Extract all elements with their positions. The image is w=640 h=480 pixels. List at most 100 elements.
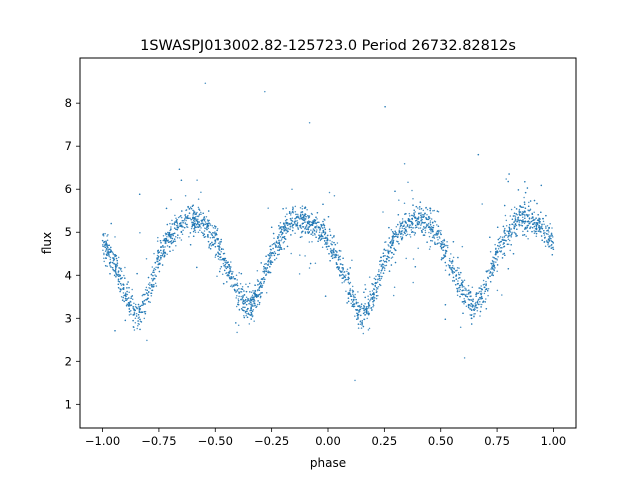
data-point xyxy=(457,271,460,274)
data-point xyxy=(117,280,120,282)
data-point xyxy=(359,321,362,323)
data-point xyxy=(414,232,417,234)
data-point xyxy=(272,252,274,255)
data-point xyxy=(114,329,116,332)
data-point xyxy=(502,243,504,245)
data-point xyxy=(171,219,173,222)
data-point xyxy=(491,266,493,269)
data-point xyxy=(508,226,510,229)
data-point xyxy=(222,258,224,261)
data-point xyxy=(202,232,204,234)
data-point xyxy=(485,298,487,300)
data-point xyxy=(245,314,247,317)
data-point xyxy=(253,320,255,322)
data-point xyxy=(262,278,264,281)
data-point xyxy=(127,281,129,283)
data-point xyxy=(275,257,278,259)
data-point xyxy=(351,305,353,308)
data-point xyxy=(272,242,275,245)
data-point xyxy=(200,213,202,215)
data-point xyxy=(455,270,457,272)
data-point xyxy=(202,224,205,226)
data-point xyxy=(489,236,491,239)
data-point xyxy=(283,229,286,232)
data-point xyxy=(126,293,129,296)
data-point xyxy=(287,228,289,230)
data-point xyxy=(272,247,274,250)
data-point xyxy=(269,255,271,257)
data-point xyxy=(274,242,276,244)
data-point xyxy=(246,299,249,301)
data-point xyxy=(550,235,552,237)
data-point xyxy=(219,243,221,245)
data-point xyxy=(407,181,409,184)
data-point xyxy=(256,270,259,272)
data-point xyxy=(199,229,201,232)
data-point xyxy=(212,243,215,246)
data-point xyxy=(152,286,154,288)
data-point xyxy=(494,267,496,269)
data-point xyxy=(525,235,527,238)
data-point xyxy=(484,290,486,293)
data-point xyxy=(280,239,282,242)
data-point xyxy=(371,290,374,292)
data-point xyxy=(452,256,455,259)
data-point xyxy=(380,256,382,259)
data-point xyxy=(509,228,511,231)
data-point xyxy=(479,315,481,317)
data-point xyxy=(333,235,335,238)
data-point xyxy=(239,282,242,285)
data-point xyxy=(378,269,380,271)
data-point xyxy=(156,257,158,259)
data-point xyxy=(195,223,198,226)
data-point xyxy=(259,295,262,298)
data-point xyxy=(406,233,409,236)
data-point xyxy=(285,222,287,225)
data-point xyxy=(479,303,481,306)
data-point xyxy=(399,221,401,223)
data-point xyxy=(508,239,511,242)
data-point xyxy=(329,248,332,250)
data-point xyxy=(177,216,180,219)
data-point xyxy=(503,204,506,207)
data-point xyxy=(461,293,464,296)
data-point xyxy=(375,275,377,277)
data-point xyxy=(381,266,384,269)
data-point xyxy=(245,303,248,306)
data-point xyxy=(522,218,524,221)
data-point xyxy=(531,216,534,218)
data-point xyxy=(503,245,506,248)
data-point xyxy=(328,245,330,248)
data-point xyxy=(520,224,522,226)
data-point xyxy=(283,237,286,240)
data-point xyxy=(243,309,245,312)
data-point xyxy=(368,304,370,307)
data-point xyxy=(430,232,432,235)
x-tick-label: 0.00 xyxy=(315,434,341,448)
data-point xyxy=(212,227,215,229)
data-point xyxy=(335,262,338,264)
data-point xyxy=(264,267,266,269)
data-point xyxy=(376,286,378,289)
data-point xyxy=(119,288,122,291)
data-point xyxy=(231,277,233,280)
data-point xyxy=(292,223,295,226)
data-point xyxy=(194,229,196,232)
data-point xyxy=(496,250,498,252)
data-point xyxy=(397,214,400,216)
data-point xyxy=(383,260,386,263)
data-point xyxy=(198,208,200,210)
data-point xyxy=(289,228,291,230)
data-point xyxy=(458,267,460,269)
data-point xyxy=(407,218,410,220)
data-point xyxy=(292,207,294,209)
data-point xyxy=(522,230,524,233)
data-point xyxy=(286,213,288,215)
data-point xyxy=(249,299,252,301)
data-point xyxy=(396,236,399,238)
data-point xyxy=(480,288,483,290)
y-tick-label: 7 xyxy=(65,139,72,153)
data-point xyxy=(508,173,510,175)
data-point xyxy=(214,245,217,248)
data-point xyxy=(297,215,299,217)
